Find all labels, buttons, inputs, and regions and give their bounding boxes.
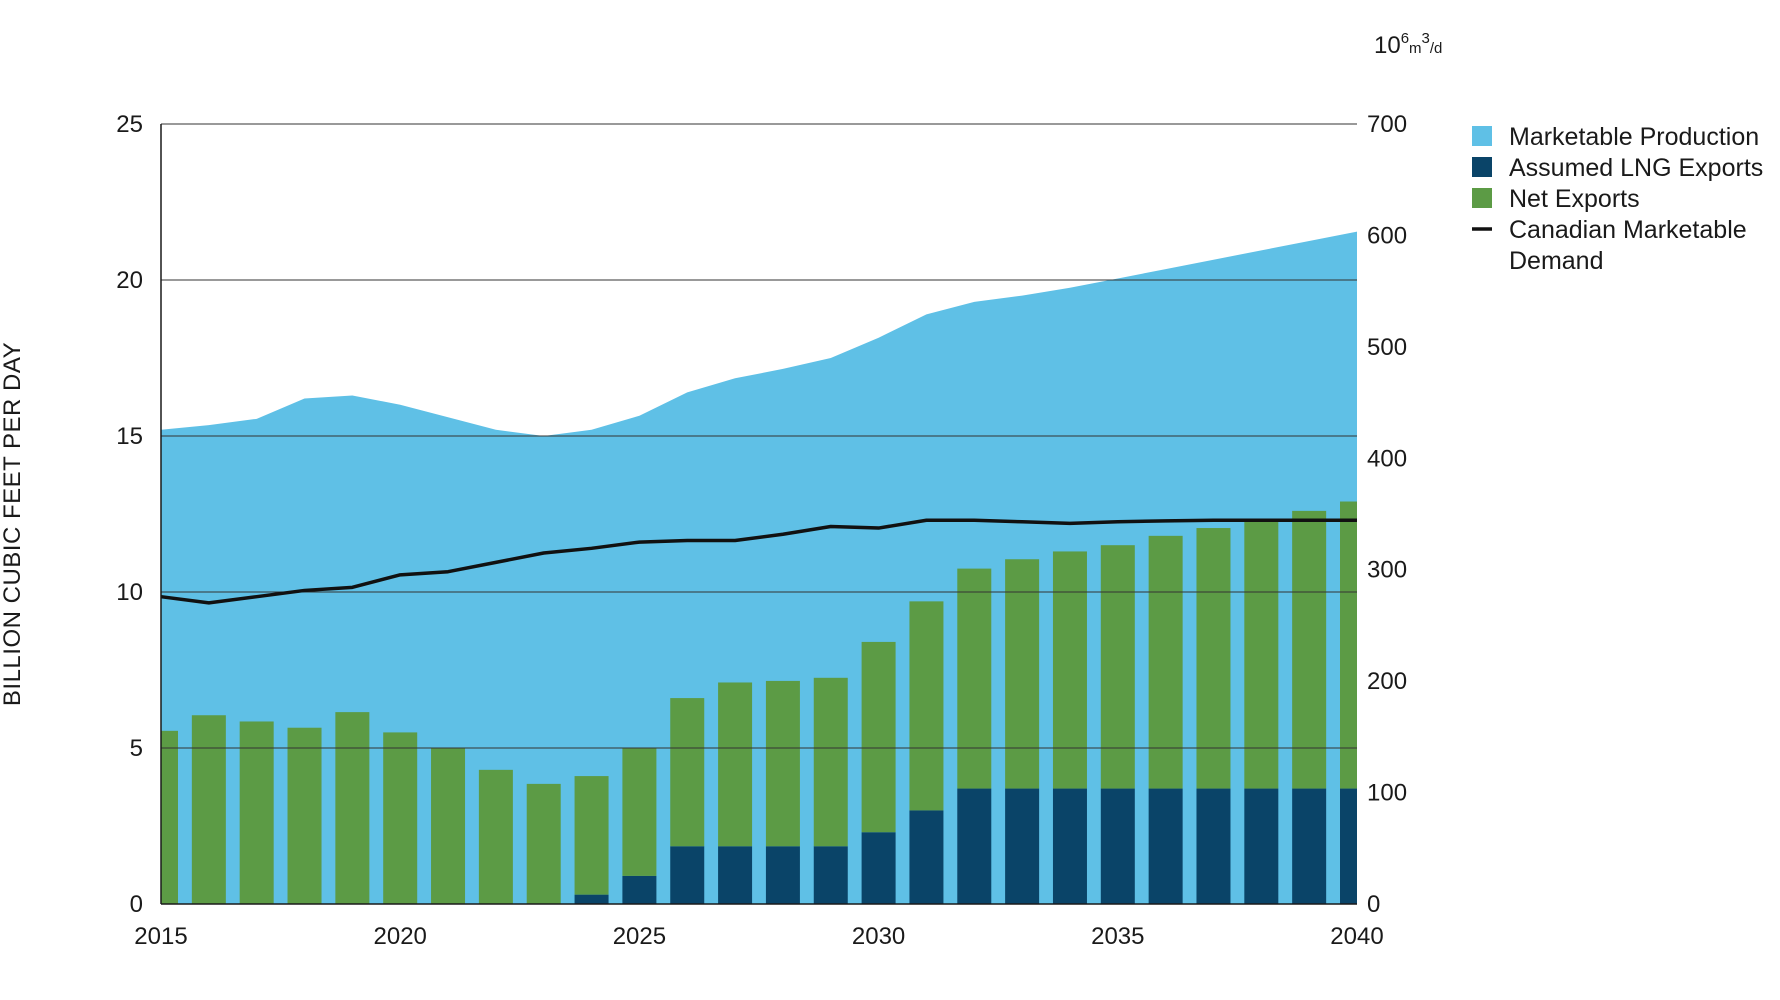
net-exports-bar-2035 <box>1100 545 1135 789</box>
net-exports-bar-2026 <box>670 698 705 847</box>
net-exports-bar-2038 <box>1244 518 1279 789</box>
net-exports-bar-2020 <box>383 732 418 904</box>
net-exports-bar-2036 <box>1148 535 1183 789</box>
net-exports-bar-2039 <box>1292 510 1327 789</box>
legend-label: Net Exports <box>1509 185 1640 213</box>
lng-bar-2039 <box>1292 788 1327 904</box>
net-exports-bar-2031 <box>909 601 944 811</box>
net-exports-bar-2025 <box>622 748 657 876</box>
legend-label: Demand <box>1509 247 1604 275</box>
y2-tick-label: 500 <box>1367 334 1407 361</box>
legend-swatch-2 <box>1472 188 1492 208</box>
x-tick-label: 2025 <box>613 923 666 950</box>
net-exports-bar-2033 <box>1005 559 1040 789</box>
lng-bar-2032 <box>957 788 992 904</box>
lng-bar-2036 <box>1148 788 1183 904</box>
y2-axis-unit: 106m3/d <box>1374 30 1442 59</box>
y2-tick-label: 0 <box>1367 891 1380 918</box>
y-tick-label: 15 <box>116 423 143 450</box>
net-exports-bar-2023 <box>526 783 561 904</box>
x-tick-label: 2020 <box>374 923 427 950</box>
lng-bar-2034 <box>1052 788 1087 904</box>
y2-tick-label: 100 <box>1367 780 1407 807</box>
y2-tick-label: 300 <box>1367 557 1407 584</box>
legend: Marketable Production Assumed LNG Exports… <box>1472 123 1763 275</box>
legend-label: Marketable Production <box>1509 123 1759 151</box>
lng-bar-2028 <box>765 846 800 904</box>
lng-bar-2038 <box>1244 788 1279 904</box>
net-exports-bar-2027 <box>718 682 753 847</box>
legend-label: Canadian Marketable <box>1509 216 1747 244</box>
lng-bar-2026 <box>670 846 705 904</box>
legend-swatch-1 <box>1472 157 1492 177</box>
net-exports-bar-2028 <box>765 680 800 847</box>
net-exports-bar-2015 <box>161 730 178 904</box>
net-exports-bar-2040 <box>1340 501 1357 789</box>
lng-bar-2029 <box>813 846 848 904</box>
net-exports-bar-2030 <box>861 641 896 833</box>
x-tick-label: 2035 <box>1091 923 1144 950</box>
y-tick-label: 10 <box>116 579 143 606</box>
net-exports-bar-2021 <box>431 748 466 904</box>
lng-bar-2031 <box>909 810 944 904</box>
gridlines-layer <box>161 123 1357 749</box>
y-tick-label: 5 <box>130 735 143 762</box>
unit-m: m <box>1409 40 1422 57</box>
unit-exp1: 6 <box>1401 30 1409 47</box>
lng-bar-2037 <box>1196 788 1231 904</box>
lng-bar-2040 <box>1340 788 1357 904</box>
lng-bar-2025 <box>622 875 657 904</box>
net-exports-bar-2017 <box>239 721 274 904</box>
net-exports-bar-2024 <box>574 776 609 895</box>
y-tick-label: 0 <box>130 891 143 918</box>
x-tick-label: 2015 <box>134 923 187 950</box>
unit-tail: /d <box>1430 40 1443 57</box>
x-tick-label: 2030 <box>852 923 905 950</box>
legend-label: Assumed LNG Exports <box>1509 154 1763 182</box>
demand-line-layer <box>160 518 1357 605</box>
y2-tick-label: 700 <box>1367 111 1407 138</box>
lng-bar-2033 <box>1005 788 1040 904</box>
y2-tick-label: 200 <box>1367 668 1407 695</box>
legend-swatch-0 <box>1472 126 1492 146</box>
y-axis-title: BILLION CUBIC FEET PER DAY <box>0 342 26 706</box>
unit-exp2: 3 <box>1422 30 1430 47</box>
net-exports-bar-2029 <box>813 677 848 847</box>
lng-bar-2030 <box>861 832 896 904</box>
lng-bar-2035 <box>1100 788 1135 904</box>
demand-line <box>160 518 1357 605</box>
y-tick-label: 25 <box>116 111 143 138</box>
net-exports-bar-2018 <box>287 727 322 904</box>
y2-tick-label: 400 <box>1367 445 1407 472</box>
lng-bar-2027 <box>718 846 753 904</box>
x-tick-label: 2040 <box>1330 923 1383 950</box>
net-exports-bar-2019 <box>335 712 370 904</box>
net-exports-bar-2032 <box>957 568 992 789</box>
net-exports-bar-2037 <box>1196 528 1231 789</box>
net-exports-bar-2034 <box>1052 551 1087 789</box>
net-exports-bar-2016 <box>191 715 226 904</box>
lng-bar-2024 <box>574 894 609 904</box>
y-tick-label: 20 <box>116 267 143 294</box>
net-exports-bar-2022 <box>478 769 513 904</box>
bars-layer <box>161 501 1357 904</box>
y2-tick-label: 600 <box>1367 222 1407 249</box>
unit-base: 10 <box>1374 32 1401 59</box>
